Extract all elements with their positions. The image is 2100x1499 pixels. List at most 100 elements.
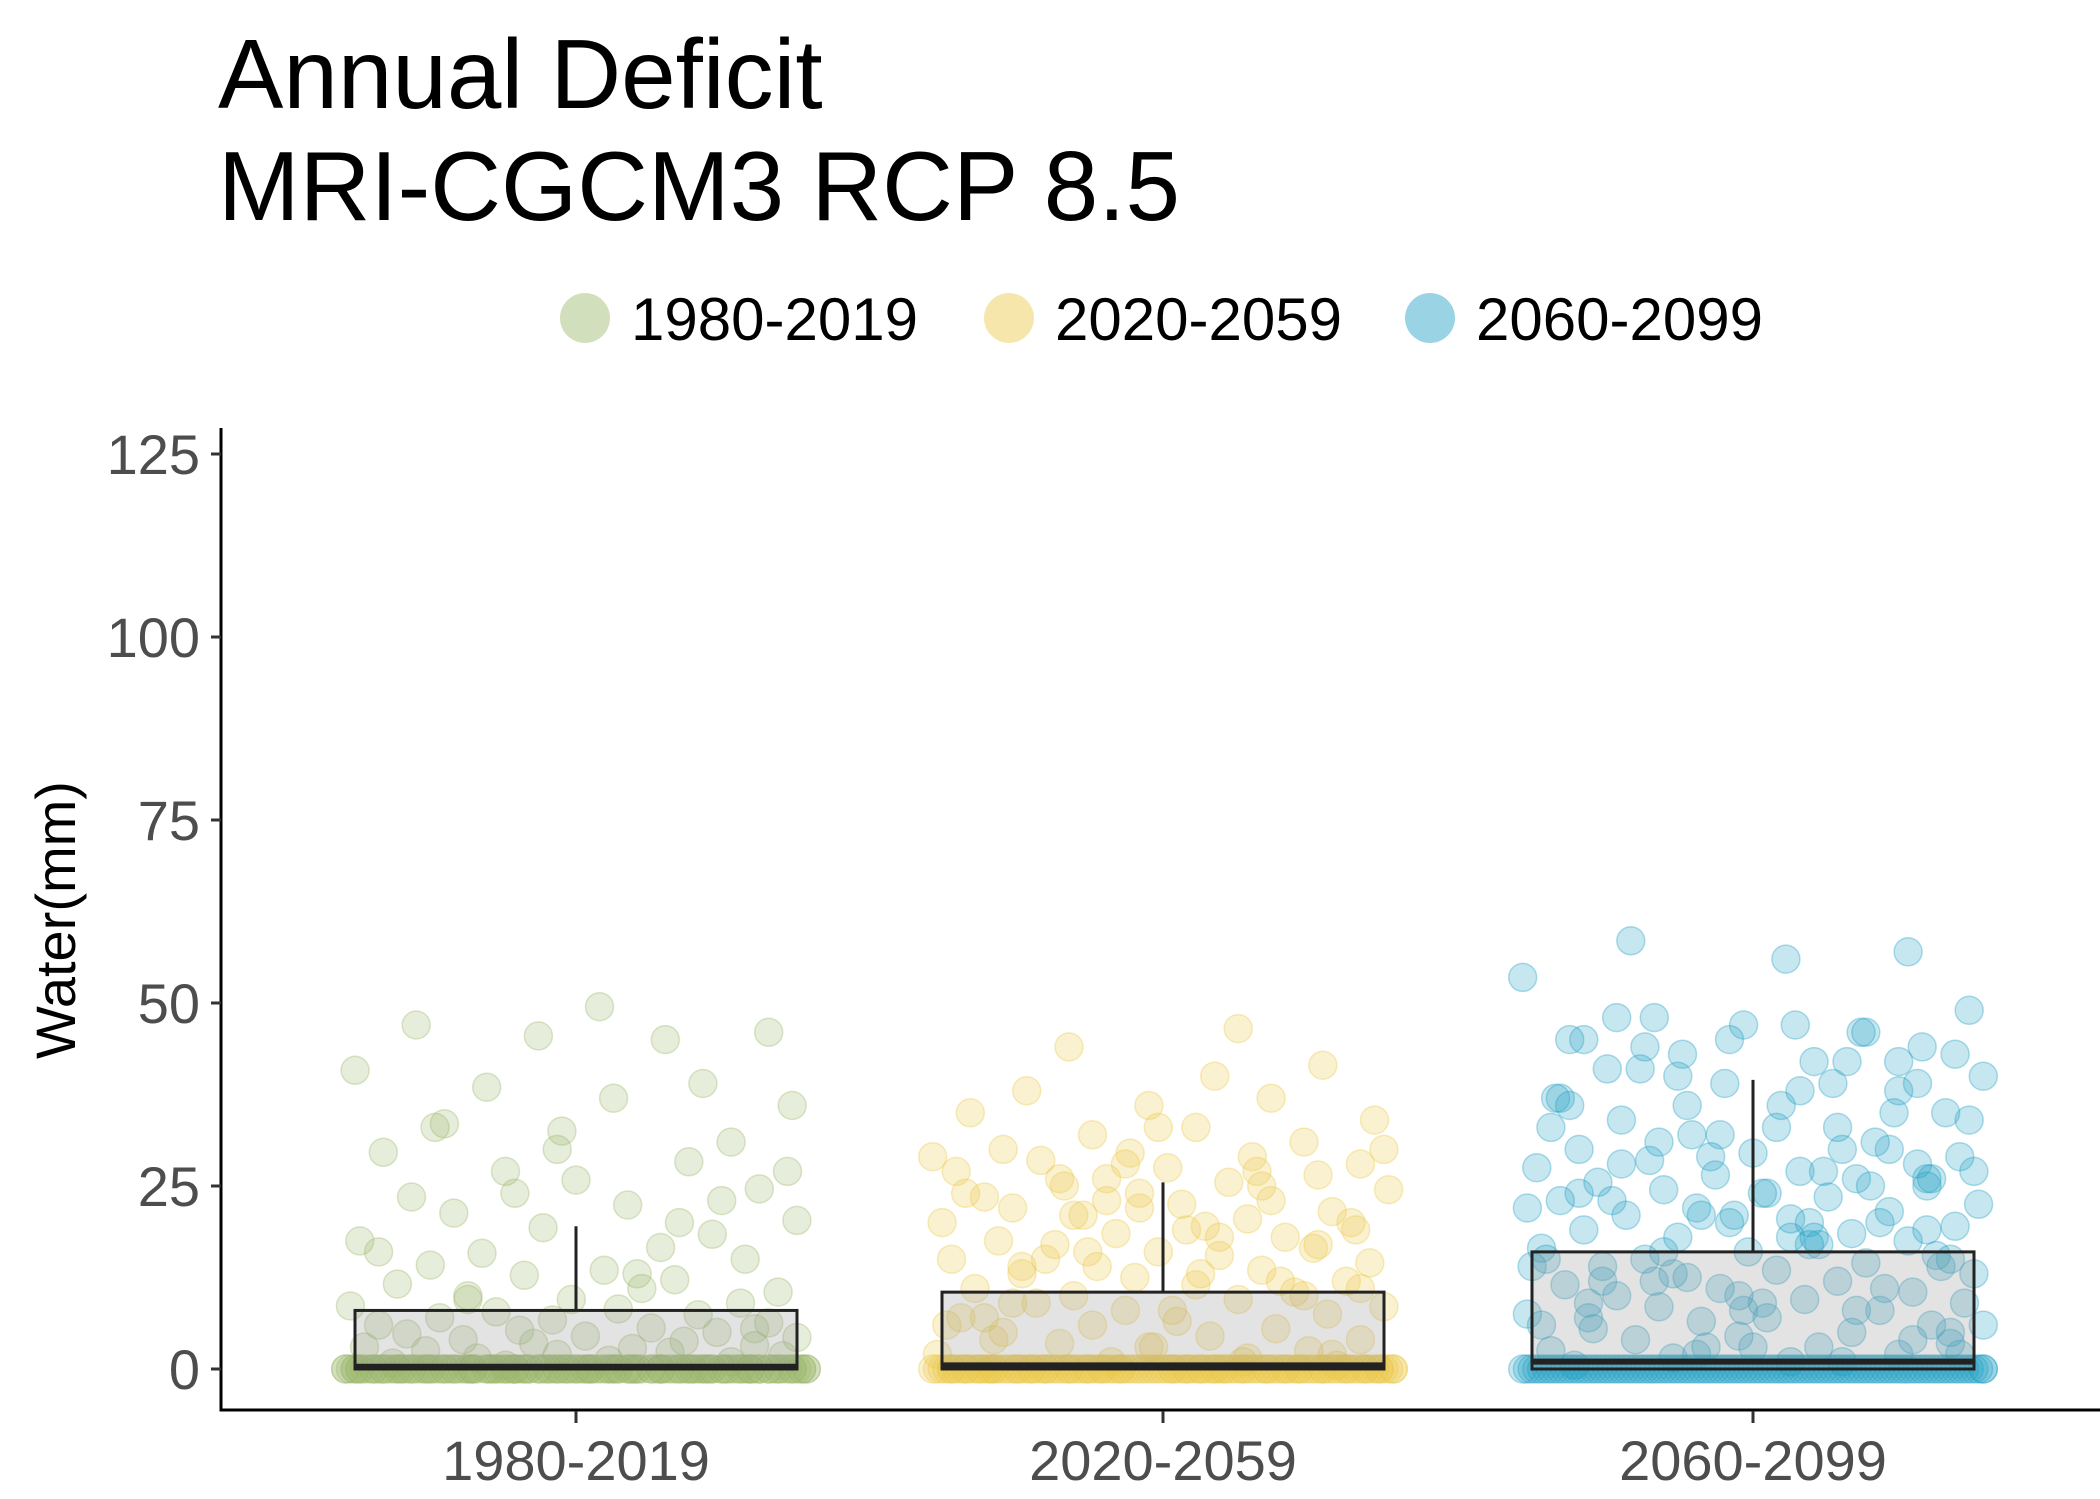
data-point: [1115, 1138, 1145, 1168]
data-point: [1959, 1156, 1989, 1187]
legend-key-2: [984, 293, 1034, 343]
data-point: [1616, 926, 1646, 956]
data-point: [1256, 1185, 1286, 1216]
data-point: [1728, 1295, 1759, 1326]
data-point: [1026, 1145, 1056, 1176]
data-point: [763, 1277, 793, 1307]
data-point: [627, 1273, 657, 1304]
data-point: [1345, 1273, 1376, 1304]
data-point: [1954, 995, 1984, 1026]
data-point: [1667, 1039, 1698, 1069]
data-point: [1644, 1292, 1674, 1322]
data-point: [1677, 1120, 1707, 1150]
data-point: [340, 1055, 370, 1086]
data-point: [1256, 1083, 1286, 1113]
data-point: [1134, 1332, 1164, 1362]
data-point: [1902, 1149, 1933, 1179]
data-point: [1954, 1105, 1984, 1135]
data-point: [1573, 1288, 1604, 1318]
data-point: [1373, 1174, 1404, 1205]
data-point: [1336, 1207, 1366, 1238]
data-point: [1101, 1218, 1131, 1249]
data-point: [1898, 1324, 1928, 1355]
data-point: [1822, 1112, 1853, 1143]
data-point: [1860, 1127, 1890, 1157]
data-point: [1912, 1171, 1942, 1201]
data-point: [674, 1147, 704, 1177]
data-point: [1672, 1262, 1702, 1293]
data-point: [1912, 1163, 1942, 1194]
data-point: [1007, 1251, 1037, 1282]
data-point: [1827, 1134, 1858, 1165]
data-point: [1771, 944, 1801, 974]
data-point: [1752, 1178, 1782, 1209]
legend-label-1: 1980-2019: [631, 286, 918, 353]
data-point: [1916, 1310, 1947, 1340]
data-point: [1663, 1061, 1693, 1091]
legend: 1980-2019 2020-2059 2060-2099: [560, 286, 1763, 353]
data-point: [739, 1313, 770, 1344]
data-point: [1874, 1134, 1905, 1165]
data-point: [622, 1259, 652, 1289]
data-point: [1761, 1112, 1792, 1143]
legend-key-3: [1405, 293, 1455, 343]
axis-ticks: 0 25 50 75 100 125 1980-2019 2020-2059 2060-2099: [107, 423, 1887, 1492]
data-point: [1040, 1229, 1070, 1260]
data-point: [997, 1193, 1028, 1223]
data-point: [730, 1244, 760, 1274]
data-point: [1639, 1002, 1670, 1033]
data-point: [1883, 1076, 1914, 1106]
data-point: [1620, 1324, 1651, 1355]
data-point: [1171, 1215, 1202, 1245]
data-point: [1242, 1156, 1272, 1187]
data-point: [1289, 1127, 1319, 1157]
y-axis-title: Water(mm): [24, 781, 87, 1059]
data-point: [523, 1021, 554, 1051]
data-point: [1949, 1288, 1980, 1318]
data-point: [946, 1303, 976, 1333]
plot-boxes: [353, 1079, 1976, 1371]
data-point: [1223, 1013, 1253, 1044]
data-point: [401, 1010, 431, 1040]
data-point: [1331, 1266, 1362, 1296]
data-point: [1893, 1226, 1923, 1256]
data-point: [429, 1109, 460, 1139]
data-point: [415, 1250, 446, 1280]
data-point: [1752, 1303, 1782, 1333]
data-point: [983, 1226, 1014, 1256]
data-point: [1935, 1317, 1966, 1348]
y-tick-label: 100: [107, 606, 200, 669]
data-point: [1134, 1090, 1164, 1121]
data-point: [537, 1305, 568, 1335]
data-point: [1714, 1207, 1745, 1238]
data-point: [1011, 1076, 1042, 1106]
data-point: [1569, 1215, 1599, 1245]
data-point: [547, 1116, 577, 1146]
data-point: [1587, 1266, 1618, 1296]
data-point: [1054, 1032, 1084, 1062]
data-point: [969, 1182, 1000, 1212]
data-point: [471, 1072, 502, 1102]
data-point: [556, 1284, 587, 1315]
data-point: [1766, 1090, 1796, 1121]
data-point: [1232, 1204, 1263, 1234]
data-point: [1681, 1193, 1712, 1223]
data-point: [1775, 1204, 1806, 1234]
data-point: [1686, 1200, 1717, 1231]
data-point: [1695, 1141, 1726, 1172]
data-point: [1634, 1145, 1665, 1176]
data-point: [1916, 1163, 1947, 1194]
data-point: [1355, 1248, 1385, 1278]
data-point: [1270, 1222, 1300, 1252]
data-point: [1846, 1017, 1876, 1048]
data-point: [1898, 1277, 1928, 1307]
data-point: [1073, 1237, 1103, 1267]
data-point: [1007, 1259, 1037, 1289]
data-point: [1152, 1152, 1183, 1183]
data-point: [1204, 1222, 1235, 1252]
data-point: [1167, 1189, 1197, 1220]
data-point: [1049, 1171, 1080, 1201]
data-point: [1199, 1061, 1230, 1091]
data-point: [1724, 1281, 1754, 1311]
data-point: [1569, 1024, 1599, 1055]
